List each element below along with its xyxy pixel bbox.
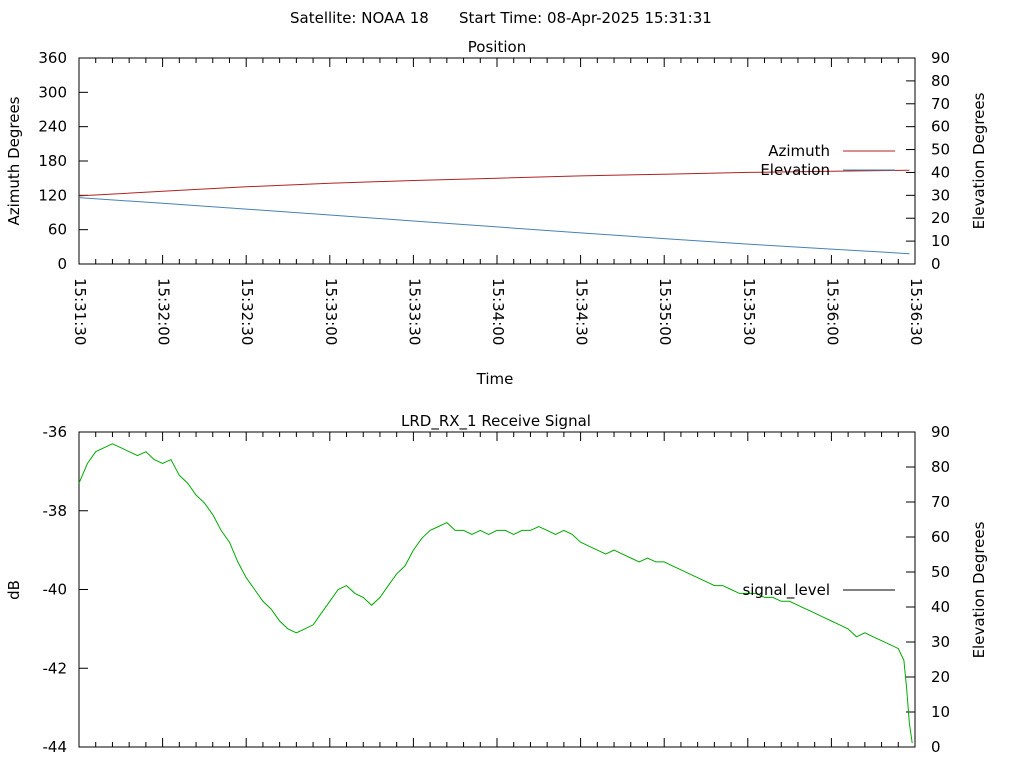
series-line-azimuth <box>78 169 910 197</box>
position-chart-title: Position <box>468 38 526 56</box>
signal-legend: signal_level <box>742 581 895 600</box>
x-tick-label: 15:33:30 <box>405 278 423 345</box>
y1-tick-label: 0 <box>57 255 67 273</box>
y1-tick-label: 240 <box>38 118 67 136</box>
x-tick-label: 15:32:00 <box>155 278 173 345</box>
x-tick-label: 15:35:30 <box>740 278 758 345</box>
position-y2-axis-label: Elevation Degrees <box>970 92 988 229</box>
series-line-elevation <box>78 197 910 255</box>
y2-tick-label: 0 <box>931 255 941 273</box>
x-tick-label: 15:36:30 <box>907 278 925 345</box>
signal-series <box>78 443 913 744</box>
y1-tick-label: -38 <box>43 502 68 520</box>
position-axis-ticks <box>78 57 916 265</box>
y1-tick-label: 360 <box>38 49 67 67</box>
x-tick-label: 15:34:30 <box>573 278 591 345</box>
position-x-axis-label: Time <box>476 370 514 388</box>
y1-tick-label: -42 <box>43 659 68 677</box>
y1-tick-label: 180 <box>38 152 67 170</box>
signal-chart: LRD_RX_1 Receive Signal -44-42-40-38-36 … <box>5 412 988 756</box>
position-y1-axis-label: Azimuth Degrees <box>5 96 23 225</box>
y2-tick-label: 50 <box>931 563 950 581</box>
position-chart: Position 0 60 120 180 240 300 360 0 10 20 30 40 50 6… <box>5 38 988 388</box>
position-series <box>78 169 910 255</box>
position-y2-tick-labels: 0 10 20 30 40 50 60 70 80 90 <box>931 49 950 273</box>
series-line-signal-level <box>78 443 913 744</box>
legend-elevation-label: Elevation <box>760 161 830 179</box>
y2-tick-label: 0 <box>931 738 941 756</box>
x-tick-label: 15:35:00 <box>656 278 674 345</box>
position-x-tick-labels: 15:31:30 15:32:00 15:32:30 15:33:00 15:33:30… <box>71 278 925 345</box>
y1-tick-label: 60 <box>48 221 67 239</box>
y2-tick-label: 30 <box>931 633 950 651</box>
position-legend: Azimuth Elevation <box>760 142 895 179</box>
satellite-label: Satellite: NOAA 18 <box>290 9 429 27</box>
x-tick-label: 15:36:00 <box>823 278 841 345</box>
y2-tick-label: 20 <box>931 668 950 686</box>
x-tick-label: 15:33:00 <box>322 278 340 345</box>
legend-signal-level-label: signal_level <box>742 581 830 600</box>
y2-tick-label: 10 <box>931 232 950 250</box>
y2-tick-label: 80 <box>931 458 950 476</box>
y2-tick-label: 60 <box>931 118 950 136</box>
start-time-label: Start Time: 08-Apr-2025 15:31:31 <box>459 9 712 27</box>
y1-tick-label: -40 <box>43 581 68 599</box>
y2-tick-label: 30 <box>931 186 950 204</box>
x-tick-label: 15:32:30 <box>238 278 256 345</box>
y2-tick-label: 10 <box>931 703 950 721</box>
y2-tick-label: 90 <box>931 49 950 67</box>
position-y1-tick-labels: 0 60 120 180 240 300 360 <box>38 49 67 273</box>
y1-tick-label: -36 <box>43 423 68 441</box>
y1-tick-label: 120 <box>38 186 67 204</box>
signal-y2-axis-label: Elevation Degrees <box>970 521 988 658</box>
signal-axis-ticks <box>78 431 916 748</box>
signal-y1-axis-label: dB <box>5 580 23 600</box>
y2-tick-label: 80 <box>931 72 950 90</box>
y2-tick-label: 20 <box>931 209 950 227</box>
y2-tick-label: 60 <box>931 528 950 546</box>
y2-tick-label: 90 <box>931 423 950 441</box>
x-tick-label: 15:31:30 <box>71 278 89 345</box>
y2-tick-label: 40 <box>931 598 950 616</box>
signal-y1-tick-labels: -44 -42 -40 -38 -36 <box>43 423 68 756</box>
y1-tick-label: -44 <box>43 738 68 756</box>
y2-tick-label: 50 <box>931 141 950 159</box>
y2-tick-label: 70 <box>931 95 950 113</box>
legend-azimuth-label: Azimuth <box>768 142 830 160</box>
signal-y2-tick-labels: 0 10 20 30 40 50 60 70 80 90 <box>931 423 950 756</box>
y2-tick-label: 70 <box>931 493 950 511</box>
y1-tick-label: 300 <box>38 83 67 101</box>
signal-chart-title: LRD_RX_1 Receive Signal <box>401 412 591 431</box>
y2-tick-label: 40 <box>931 163 950 181</box>
x-tick-label: 15:34:00 <box>489 278 507 345</box>
